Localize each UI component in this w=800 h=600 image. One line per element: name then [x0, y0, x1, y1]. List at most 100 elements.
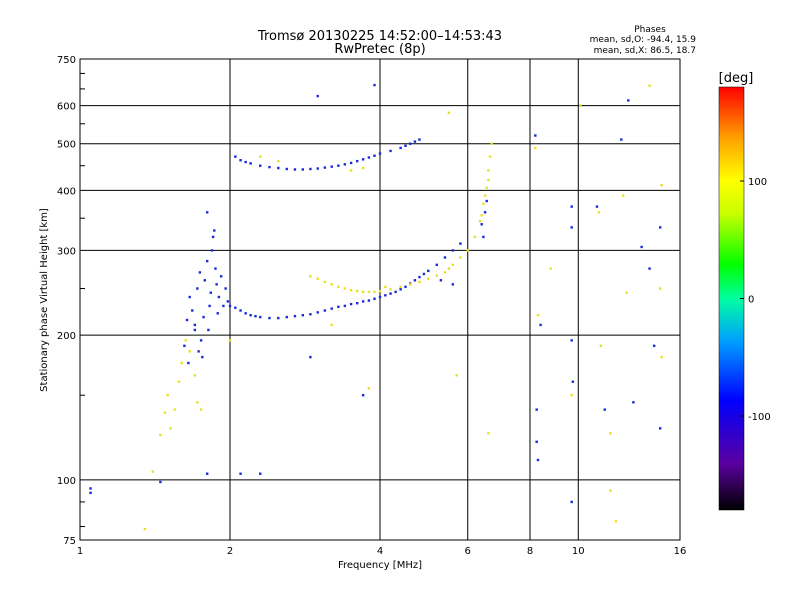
data-point-o: [159, 480, 162, 484]
data-point-x: [614, 520, 618, 523]
data-point-o: [418, 275, 421, 279]
data-point-o: [201, 355, 204, 359]
data-point-o: [367, 156, 371, 159]
plot-frame: [79, 58, 681, 541]
data-point-x: [451, 263, 455, 267]
data-point-o: [203, 279, 206, 282]
data-point-o: [399, 288, 402, 291]
data-point-x: [609, 432, 612, 435]
data-point-o: [207, 328, 210, 332]
data-point-x: [488, 155, 492, 158]
data-point-o: [323, 166, 327, 169]
data-point-o: [658, 226, 662, 229]
data-point-x: [166, 394, 169, 397]
data-point-x: [648, 84, 651, 87]
data-point-o: [214, 267, 217, 270]
colorbar-tick-label: 0: [748, 295, 754, 306]
data-point-o: [355, 159, 359, 163]
data-point-x: [343, 287, 347, 290]
data-point-o: [259, 315, 262, 319]
data-point-o: [188, 295, 191, 299]
data-point-o: [536, 458, 540, 462]
data-point-o: [210, 249, 214, 252]
data-point-o: [211, 235, 215, 239]
x-tick-label: 6: [465, 546, 471, 557]
data-point-x: [349, 169, 353, 172]
data-point-x: [173, 408, 177, 411]
data-point-o: [309, 167, 312, 171]
data-point-o: [459, 242, 462, 245]
x-tick-label: 4: [377, 546, 383, 557]
data-point-o: [361, 300, 365, 303]
data-point-x: [482, 202, 485, 205]
data-point-x: [163, 411, 167, 414]
data-point-x: [443, 271, 447, 274]
data-point-x: [199, 408, 203, 411]
data-point-o: [193, 323, 197, 327]
data-point-o: [316, 311, 319, 314]
data-point-x: [159, 433, 162, 437]
data-point-x: [427, 277, 430, 280]
data-point-o: [570, 339, 573, 342]
x-tick-label: 1: [77, 546, 83, 557]
data-point-x: [466, 249, 469, 252]
data-point-o: [404, 285, 407, 289]
data-point-o: [451, 249, 455, 252]
data-point-o: [632, 401, 635, 404]
phases-header: Phases: [634, 25, 666, 35]
data-point-o: [404, 144, 407, 147]
data-point-o: [213, 229, 216, 232]
phase-stats-o: mean, sd,O: -94.4, 15.9: [590, 35, 697, 45]
data-point-x: [277, 159, 280, 163]
data-point-x: [316, 277, 319, 280]
data-point-o: [239, 309, 242, 312]
data-point-o: [373, 154, 376, 157]
data-point-x: [330, 283, 333, 286]
data-point-o: [259, 164, 262, 167]
data-point-o: [361, 394, 365, 397]
data-point-x: [184, 339, 187, 342]
data-point-o: [482, 235, 485, 239]
data-point-x: [487, 169, 490, 172]
x-tick-label: 10: [572, 546, 585, 557]
data-point-o: [427, 269, 430, 273]
data-point-x: [367, 290, 371, 294]
data-point-x: [435, 274, 438, 277]
data-point-o: [187, 361, 190, 365]
data-point-o: [443, 256, 447, 259]
data-point-o: [239, 159, 242, 162]
data-point-x: [658, 287, 662, 290]
y-tick-label: 600: [57, 102, 76, 113]
colorbar-tick-label: -100: [748, 412, 771, 423]
data-point-o: [349, 302, 353, 306]
data-point-x: [367, 387, 371, 390]
data-point-x: [177, 380, 181, 383]
data-point-x: [418, 280, 421, 284]
data-point-x: [485, 186, 488, 189]
data-point-o: [197, 350, 200, 353]
data-point-o: [399, 146, 402, 150]
data-point-o: [337, 164, 340, 167]
data-point-o: [89, 491, 92, 495]
data-point-o: [215, 283, 218, 286]
data-point-o: [451, 283, 455, 286]
data-point-o: [293, 314, 297, 318]
data-point-o: [330, 165, 333, 168]
data-point-o: [343, 304, 347, 308]
data-point-o: [196, 287, 199, 290]
data-point-o: [361, 158, 365, 161]
data-point-o: [309, 355, 312, 359]
data-point-o: [389, 292, 392, 295]
data-point-x: [355, 289, 359, 293]
data-point-o: [205, 259, 209, 263]
data-point-o: [483, 211, 487, 214]
y-tick-label: 500: [57, 140, 76, 151]
data-point-o: [439, 279, 443, 282]
x-tick-label: 16: [674, 546, 687, 557]
data-point-o: [316, 94, 319, 98]
data-point-o: [373, 83, 376, 87]
data-point-x: [549, 267, 552, 270]
data-point-x: [536, 313, 540, 317]
data-point-o: [343, 163, 347, 166]
data-point-x: [447, 267, 451, 270]
